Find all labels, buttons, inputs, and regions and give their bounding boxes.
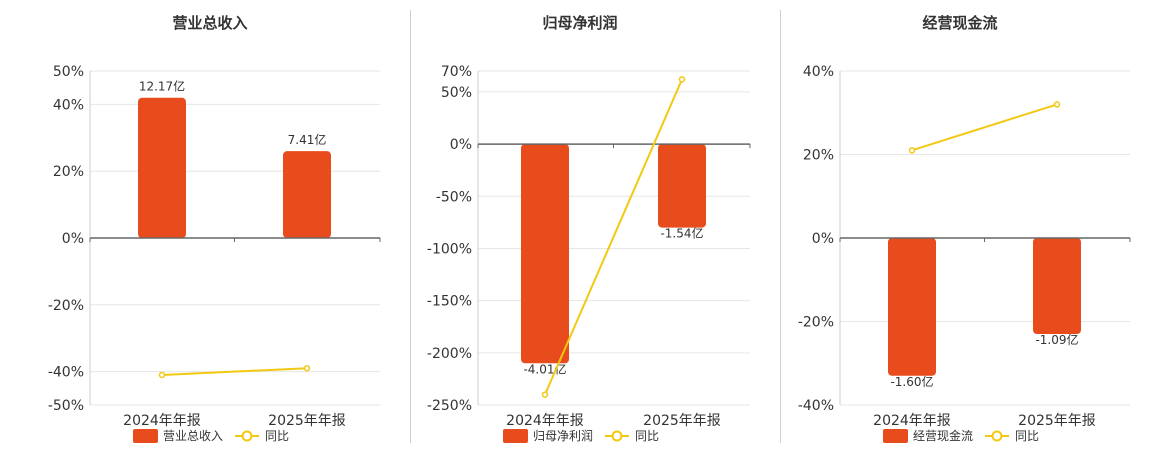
x-category-label: 2025年年报	[268, 413, 346, 429]
y-tick-label: -200%	[427, 346, 472, 362]
legend-line-marker	[991, 430, 1003, 442]
y-tick-label: -20%	[48, 298, 84, 314]
chart-title: 营业总收入	[172, 14, 247, 32]
y-tick-label: 20%	[53, 164, 84, 180]
y-tick-label: 70%	[441, 64, 472, 80]
legend-line-label: 同比	[1015, 429, 1039, 443]
bar	[1033, 238, 1081, 335]
yoy-point	[303, 365, 311, 372]
legend-bar-swatch	[883, 429, 908, 443]
y-tick-label: 50%	[441, 85, 472, 101]
bar-value-label: -1.09亿	[1035, 332, 1078, 347]
y-tick-label: 50%	[53, 64, 84, 80]
x-category-label: 2025年年报	[1018, 413, 1096, 429]
legend-bar-swatch	[503, 429, 528, 443]
x-category-label: 2024年年报	[873, 413, 951, 429]
x-category-label: 2025年年报	[643, 413, 721, 429]
y-tick-label: -50%	[48, 398, 84, 414]
x-category-label: 2024年年报	[123, 413, 201, 429]
x-category-label: 2024年年报	[506, 413, 584, 429]
yoy-point	[908, 147, 916, 154]
y-tick-label: -250%	[427, 398, 472, 414]
y-tick-label: -40%	[48, 365, 84, 381]
yoy-point	[158, 371, 166, 379]
chart-title: 经营现金流	[922, 14, 997, 32]
bar	[138, 97, 186, 238]
y-tick-label: 20%	[803, 148, 834, 164]
legend-line-label: 同比	[635, 429, 659, 443]
y-tick-label: 40%	[53, 97, 84, 113]
legend-bar-label: 归母净利润	[533, 429, 593, 443]
bar	[658, 144, 706, 228]
yoy-line	[161, 367, 308, 376]
yoy-line	[544, 78, 683, 395]
bar	[888, 238, 936, 376]
bar-value-label: 12.17亿	[139, 79, 185, 94]
bar-value-label: -4.01亿	[523, 361, 566, 376]
y-tick-label: -50%	[436, 189, 472, 205]
legend-bar-label: 经营现金流	[913, 428, 973, 443]
yoy-point	[541, 391, 549, 398]
y-tick-label: -40%	[798, 398, 834, 414]
y-tick-label: -20%	[798, 315, 834, 331]
legend-bar-label: 营业总收入	[163, 429, 223, 443]
y-tick-label: 0%	[62, 231, 84, 247]
legend-bar-swatch	[133, 429, 158, 443]
y-tick-label: 40%	[803, 64, 834, 80]
y-tick-label: -150%	[427, 294, 472, 310]
bar	[521, 144, 569, 364]
y-tick-label: 0%	[450, 137, 472, 153]
bar-value-label: -1.60亿	[890, 374, 933, 389]
bar	[283, 151, 331, 238]
yoy-point	[678, 76, 686, 83]
chart-title: 归母净利润	[542, 14, 617, 32]
legend-line-marker	[611, 430, 623, 442]
y-tick-label: -100%	[427, 241, 472, 257]
y-tick-label: 0%	[812, 231, 834, 247]
bar-value-label: 7.41亿	[288, 132, 327, 147]
yoy-line	[911, 103, 1058, 152]
yoy-point	[1053, 101, 1061, 108]
legend-line-marker	[241, 430, 253, 442]
legend-line-label: 同比	[265, 429, 289, 443]
bar-value-label: -1.54亿	[660, 226, 703, 241]
